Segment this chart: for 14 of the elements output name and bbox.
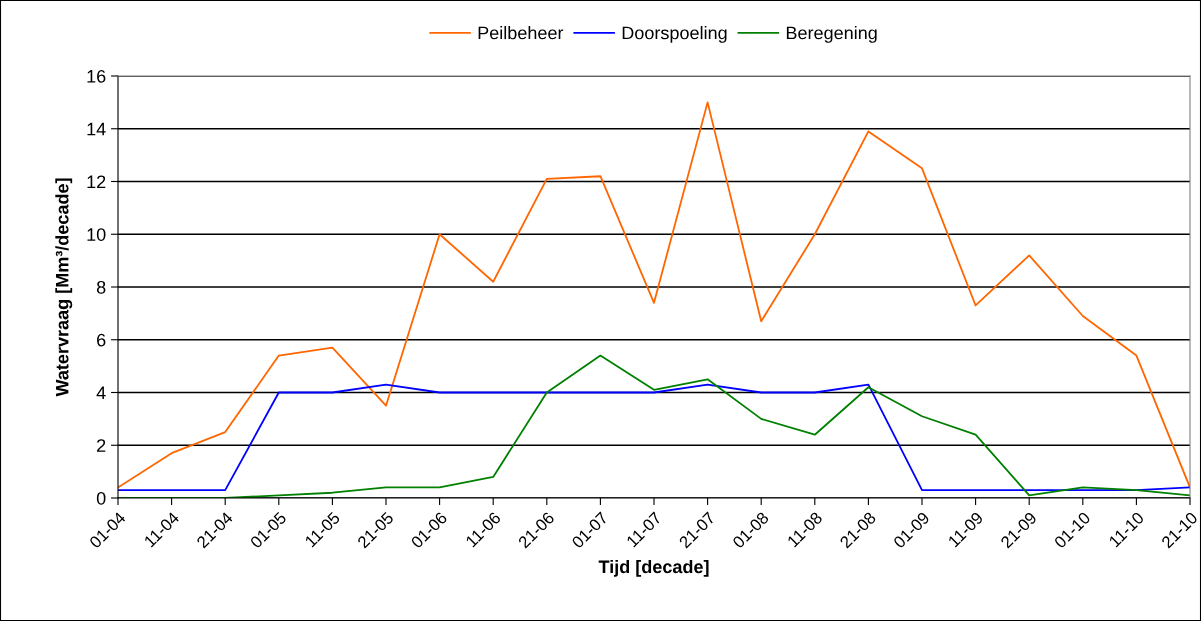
y-tick-label: 16 [87,69,106,83]
legend-label: Beregening [786,26,877,43]
y-tick-label: 8 [96,280,106,294]
legend-label: Peilbeheer [478,26,564,40]
y-tick-label: 14 [87,122,106,136]
y-tick-label: 0 [96,491,106,505]
y-tick-label: 4 [96,386,106,400]
y-axis-title: Watervraag [Mm³/decade] [55,178,73,397]
y-tick-label: 2 [97,439,106,452]
legend-label: Doorspoeling [622,26,727,43]
x-axis-title: Tijd [decade] [598,559,709,577]
y-tick-label: 10 [87,228,106,241]
y-tick-label: 6 [97,333,106,347]
y-tick-label: 12 [87,175,106,189]
